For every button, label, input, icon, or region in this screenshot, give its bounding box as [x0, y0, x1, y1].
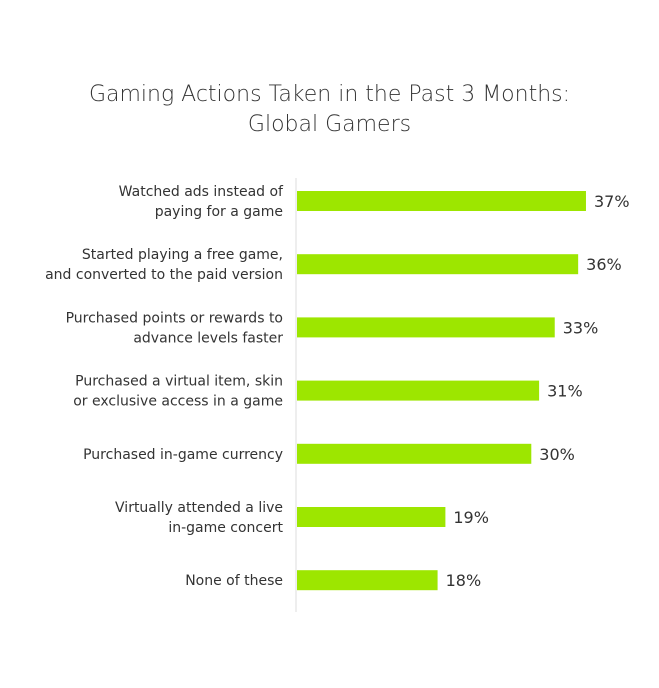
- category-label: Purchased a virtual item, skin: [75, 374, 283, 390]
- bar: [297, 380, 540, 401]
- value-label: 19%: [453, 508, 489, 527]
- bar: [297, 507, 446, 527]
- category-label: Started playing a free game,: [82, 247, 283, 263]
- value-label: 33%: [563, 318, 599, 337]
- category-label: Purchased in-game currency: [83, 447, 283, 463]
- chart-title-line-2: Global Gamers: [247, 112, 412, 137]
- category-label: paying for a game: [155, 204, 283, 220]
- category-label: Virtually attended a live: [115, 500, 283, 516]
- bar: [297, 317, 555, 338]
- category-label: None of these: [185, 573, 283, 589]
- value-label: 36%: [586, 255, 622, 274]
- value-label: 37%: [594, 192, 630, 211]
- chart-title-line-1: Gaming Actions Taken in the Past 3 Month…: [88, 82, 571, 107]
- category-label: in-game concert: [168, 520, 283, 536]
- bar: [297, 570, 438, 591]
- category-label: advance levels faster: [133, 330, 283, 346]
- category-label: Purchased points or rewards to: [66, 310, 283, 326]
- category-label: and converted to the paid version: [45, 267, 283, 283]
- bar: [297, 443, 532, 464]
- value-label: 18%: [446, 571, 482, 590]
- bar: [297, 191, 586, 211]
- value-label: 30%: [539, 445, 575, 464]
- category-label: Watched ads instead of: [119, 184, 284, 200]
- chart-title: Gaming Actions Taken in the Past 3 Month…: [0, 80, 659, 140]
- bar: [297, 254, 579, 275]
- category-label: or exclusive access in a game: [73, 394, 283, 410]
- value-label: 31%: [547, 382, 583, 401]
